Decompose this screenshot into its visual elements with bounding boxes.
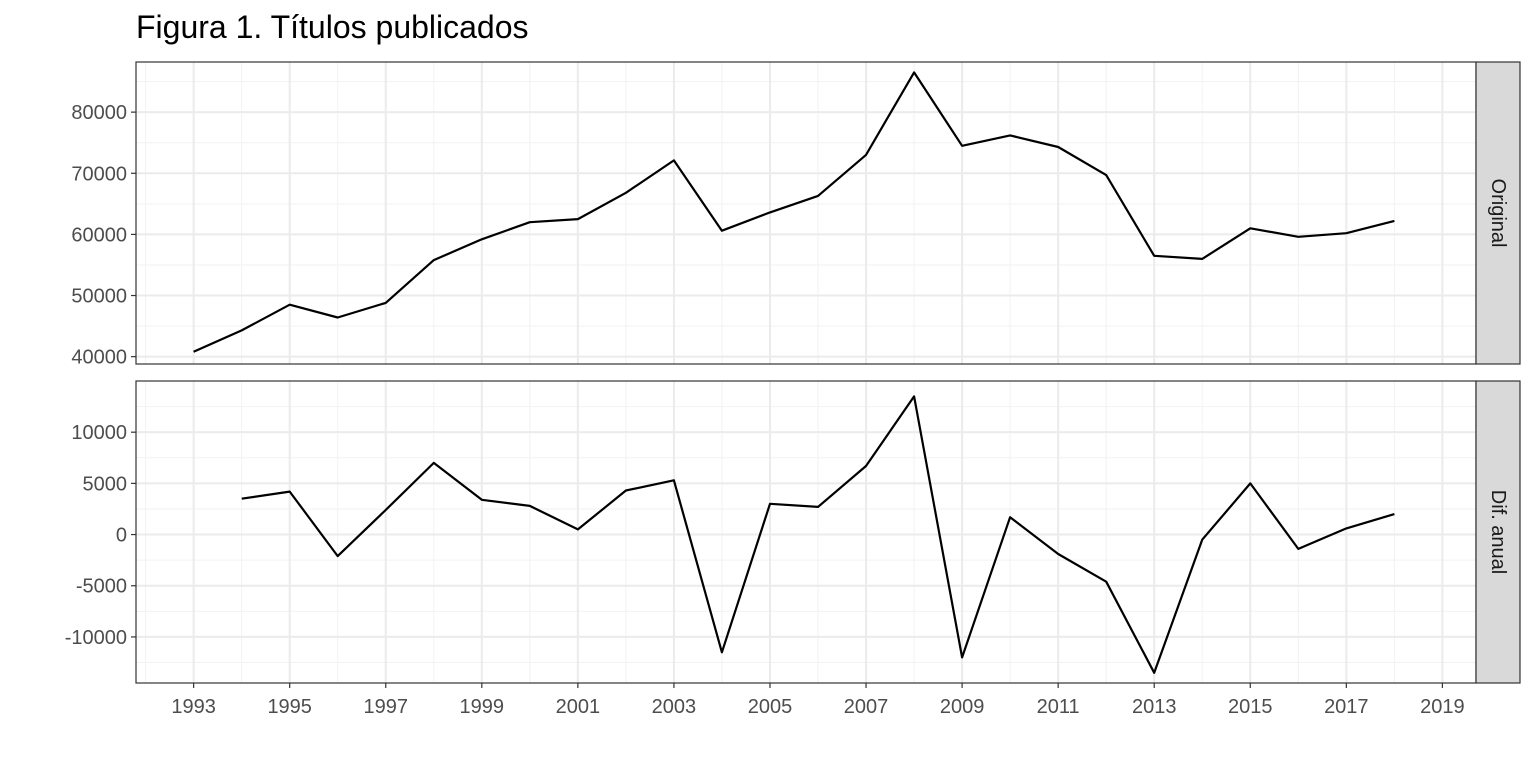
chart-title: Figura 1. Títulos publicados (136, 9, 529, 45)
x-tick-label: 2017 (1324, 696, 1369, 718)
x-tick-label: 2003 (652, 696, 697, 718)
chart-panels: 4000050000600007000080000Original-10000-… (65, 61, 1521, 684)
panel-original: 40000 50000 60000 70000 80000 Original (71, 61, 1521, 369)
y-tick-label: 70000 (71, 163, 127, 185)
panel-dif-anual: -10000 -5000 0 5000 10000 Dif. anual (65, 380, 1521, 684)
y-tick-label: 5000 (83, 473, 128, 495)
y-tick-label: -5000 (76, 576, 127, 598)
facet-strip-label: Dif. anual (1487, 490, 1509, 575)
x-tick-label: 2009 (940, 696, 985, 718)
x-tick-label: 2001 (556, 696, 601, 718)
x-tick-label: 2019 (1420, 696, 1465, 718)
facet-strip (1475, 380, 1521, 684)
x-tick-label: 2005 (748, 696, 793, 718)
y-tick-label: 40000 (71, 347, 127, 369)
x-tick-label: 1995 (267, 696, 312, 718)
x-tick-label: 1999 (460, 696, 505, 718)
x-tick-label: 2015 (1228, 696, 1273, 718)
x-tick-label: 2011 (1037, 696, 1080, 718)
x-axis: 1993 1995 1997 1999 2001 2003 2005 2007 2009 2011… (171, 683, 1465, 718)
facet-strip-label: Original (1487, 179, 1509, 248)
x-tick-label: 2013 (1132, 696, 1177, 718)
panel-background (136, 62, 1476, 364)
facet-strip (1475, 61, 1521, 365)
y-tick-label: 0 (116, 525, 127, 547)
y-tick-label: 10000 (71, 422, 127, 444)
y-tick-label: -10000 (65, 627, 127, 649)
x-tick-label: 1997 (363, 696, 408, 718)
y-tick-label: 80000 (71, 102, 127, 124)
y-tick-label: 60000 (71, 224, 127, 246)
series-line-dif-anual (241, 395, 1395, 674)
x-tick-label: 1993 (171, 696, 216, 718)
series-line-original (193, 71, 1395, 353)
x-tick-label: 2007 (844, 696, 889, 718)
y-tick-label: 50000 (71, 286, 127, 308)
